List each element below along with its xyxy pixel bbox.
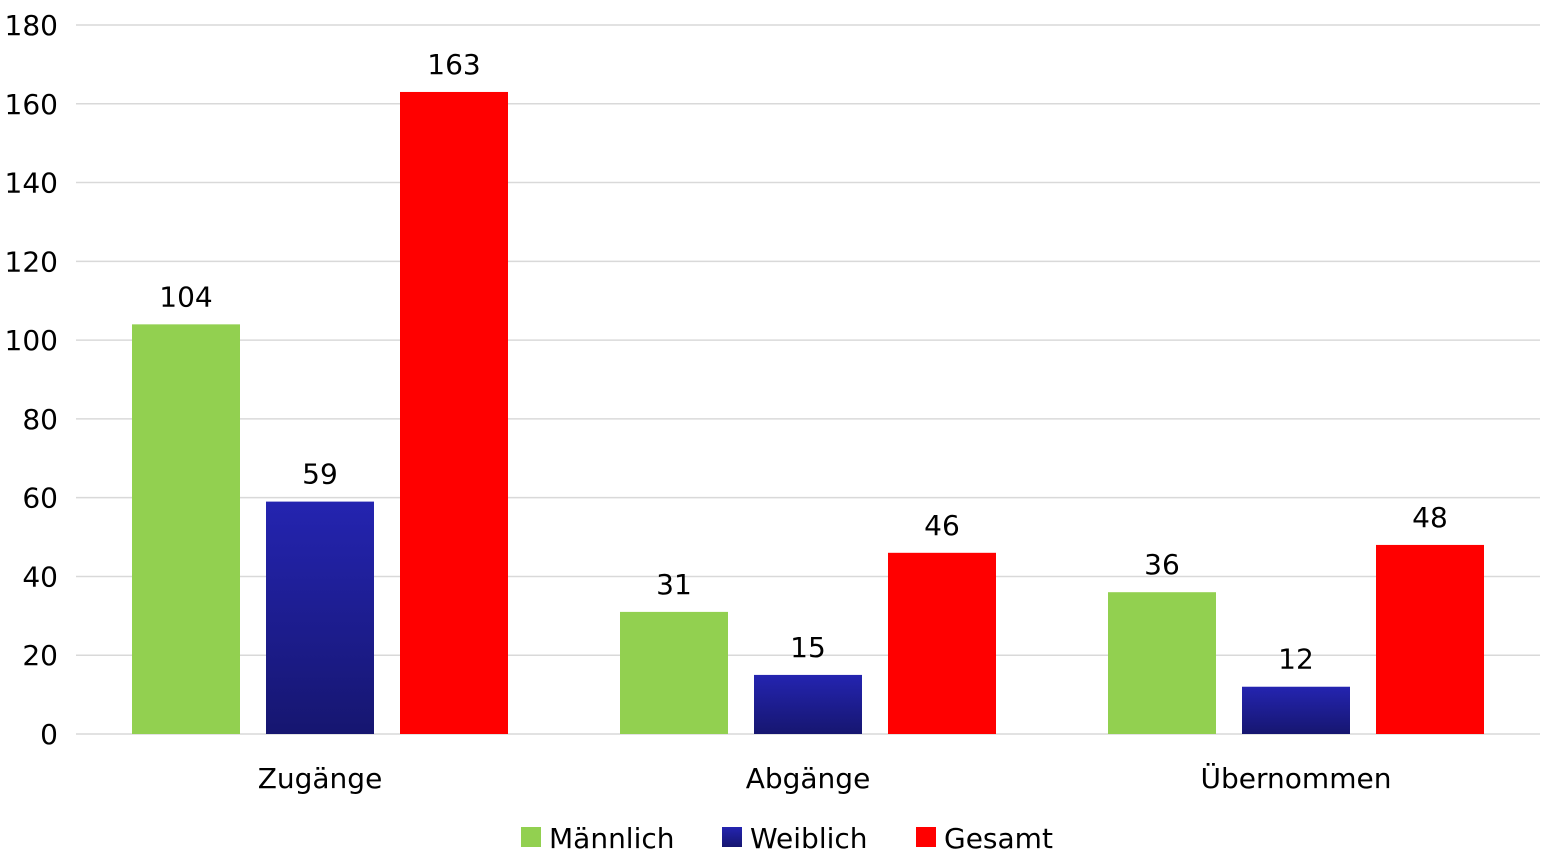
x-category-label: Zugänge — [258, 762, 383, 795]
y-tick-label: 20 — [22, 639, 58, 672]
bar-weiblich-2 — [1242, 686, 1350, 734]
x-axis-categories: Zugänge Abgänge Übernommen — [258, 761, 1392, 795]
data-label: 48 — [1412, 501, 1448, 534]
x-category-label: Übernommen — [1201, 761, 1392, 795]
bar-gesamt-1 — [888, 552, 996, 734]
data-label: 15 — [790, 631, 826, 664]
legend-label: Männlich — [549, 822, 675, 854]
data-label: 163 — [427, 48, 480, 81]
data-labels: 104 59 163 31 15 46 36 12 48 — [159, 48, 1448, 676]
y-tick-label: 60 — [22, 482, 58, 515]
data-label: 46 — [924, 509, 960, 542]
data-label: 36 — [1144, 548, 1180, 581]
legend-swatch-gesamt — [916, 827, 936, 847]
legend: Männlich Weiblich Gesamt — [521, 822, 1053, 854]
bar-männlich-2 — [1108, 592, 1216, 734]
bars — [132, 91, 1484, 734]
y-tick-label: 100 — [5, 324, 58, 357]
y-tick-label: 160 — [5, 88, 58, 121]
y-axis-ticks: 0 20 40 60 80 100 120 140 160 180 — [5, 9, 58, 751]
bar-gesamt-0 — [400, 91, 508, 734]
data-label: 31 — [656, 568, 692, 601]
bar-männlich-1 — [620, 611, 728, 734]
x-category-label: Abgänge — [746, 762, 871, 795]
data-label: 59 — [302, 458, 338, 491]
y-tick-label: 120 — [5, 245, 58, 278]
bar-männlich-0 — [132, 324, 240, 734]
y-tick-label: 0 — [40, 718, 58, 751]
y-tick-label: 40 — [22, 560, 58, 593]
bar-weiblich-0 — [266, 501, 374, 734]
data-label: 12 — [1278, 643, 1314, 676]
y-tick-label: 180 — [5, 9, 58, 42]
bar-weiblich-1 — [754, 674, 862, 734]
legend-swatch-weiblich — [722, 827, 742, 847]
bar-gesamt-2 — [1376, 544, 1484, 734]
y-tick-label: 80 — [22, 403, 58, 436]
legend-swatch-männlich — [521, 827, 541, 847]
data-label: 104 — [159, 280, 212, 313]
y-tick-label: 140 — [5, 167, 58, 200]
legend-label: Gesamt — [944, 822, 1053, 854]
legend-label: Weiblich — [750, 822, 868, 854]
